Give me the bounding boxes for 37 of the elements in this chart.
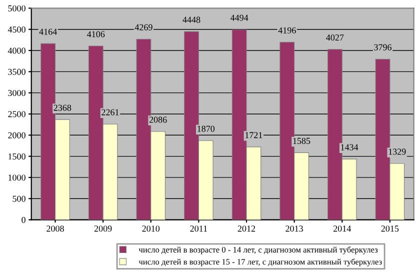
data-label: 4106 — [87, 31, 105, 38]
data-label: 4196 — [278, 27, 296, 34]
data-label: 1585 — [293, 138, 310, 144]
x-tick-label: 2015 — [381, 226, 399, 232]
data-label: 3796 — [374, 44, 392, 50]
y-tick-label: 5000 — [8, 5, 26, 12]
x-tick-label: 2012 — [238, 226, 256, 232]
data-label: 4027 — [326, 34, 344, 41]
x-tick-label: 2009 — [94, 226, 112, 232]
data-label: 4269 — [134, 24, 152, 30]
y-tick-label: 4500 — [8, 26, 26, 33]
x-tick-label: 2010 — [142, 226, 160, 232]
legend-label: число детей в возрасте 0 - 14 лет, с диагнозом активный туберкулез — [138, 246, 378, 254]
data-label: 2368 — [54, 104, 72, 111]
y-tick-label: 0 — [22, 216, 26, 223]
y-tick-label: 1000 — [8, 174, 26, 181]
data-label: 4494 — [230, 14, 248, 21]
x-tick-label: 2011 — [190, 226, 207, 232]
y-tick-label: 2500 — [8, 111, 26, 118]
y-tick-label: 3000 — [8, 90, 26, 96]
data-label: 1329 — [388, 148, 406, 155]
y-tick-label: 1500 — [8, 153, 26, 160]
data-label: 2261 — [102, 109, 119, 116]
data-label: 4448 — [182, 16, 200, 23]
y-tick-label: 500 — [12, 196, 26, 202]
legend-label: число детей в возрасте 15 - 17 лет, с диагнозом активный туберкулез — [138, 258, 382, 266]
data-label: 1434 — [341, 144, 358, 150]
x-tick-label: 2013 — [286, 226, 303, 232]
y-tick-label: 3500 — [8, 68, 26, 75]
x-tick-label: 2014 — [333, 226, 351, 232]
data-label: 1721 — [245, 132, 262, 138]
x-tick-label: 2008 — [46, 226, 64, 232]
data-label: 1870 — [198, 126, 215, 132]
data-label: 2086 — [149, 116, 167, 123]
y-tick-label: 2000 — [8, 132, 26, 138]
data-label: 4164 — [39, 28, 57, 35]
y-tick-label: 4000 — [8, 48, 26, 54]
